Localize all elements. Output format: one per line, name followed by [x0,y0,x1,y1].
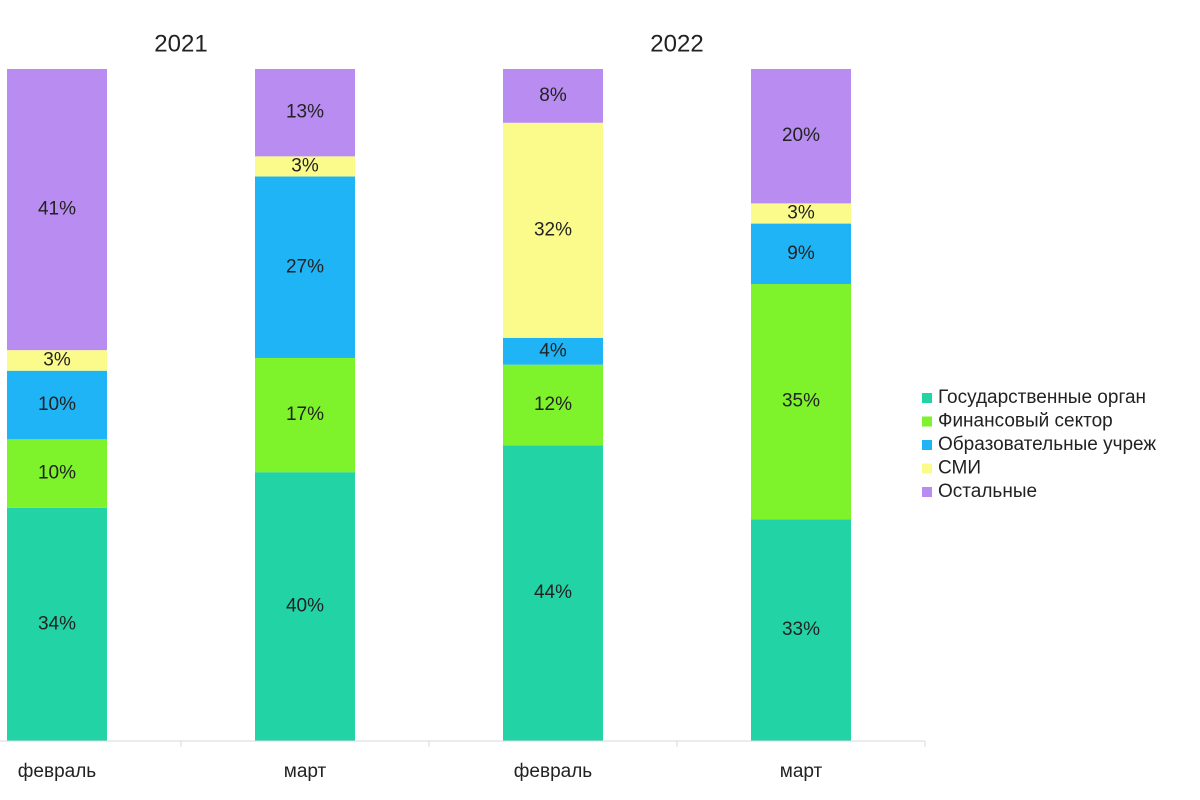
data-label: 34% [38,613,76,634]
data-label: 10% [38,463,76,484]
legend-swatch [922,440,932,450]
bar-segment [7,439,107,508]
data-label: 9% [787,243,815,264]
bar-segment [503,122,603,338]
bar-segment [7,507,107,741]
bar-segment [255,156,355,177]
bar-segment [255,176,355,358]
bar-segment [503,364,603,446]
data-label: 8% [539,85,567,106]
legend-swatch [922,487,932,497]
bar-segment [751,223,851,285]
data-label: 32% [534,219,572,240]
data-label: 35% [782,391,820,412]
data-label: 44% [534,582,572,603]
legend-label: Остальные [938,481,1037,502]
data-label: 27% [286,256,324,277]
bar-segment [503,445,603,741]
legend-label: Образовательные учреж [938,434,1156,455]
bar-segment [751,203,851,224]
data-label: 10% [38,394,76,415]
bar-segment [255,357,355,473]
data-label: 4% [539,340,567,361]
data-label: 20% [782,125,820,146]
data-label: 41% [38,199,76,220]
bar-segment [751,284,851,520]
x-tick-label: март [284,761,327,782]
x-tick-label: февраль [514,761,593,782]
data-label: 17% [286,404,324,425]
bar-segment [751,69,851,204]
bar-segment [255,472,355,741]
x-tick-label: март [780,761,823,782]
legend-swatch [922,393,932,403]
data-label: 3% [43,349,71,370]
data-label: 3% [787,202,815,223]
data-label: 12% [534,394,572,415]
legend-label: Финансовый сектор [938,411,1113,432]
group-label: 2022 [650,30,703,57]
legend-swatch [922,463,932,474]
bar-segment [255,69,355,157]
bar-segment [7,350,107,371]
legend-label: Государственные орган [938,387,1146,408]
data-label: 3% [291,155,319,176]
data-label: 40% [286,596,324,617]
bar-segment [7,69,107,351]
bar-segment [503,69,603,123]
legend-swatch [922,416,932,427]
data-label: 13% [286,102,324,123]
legend-label: СМИ [938,458,981,479]
bar-segment [503,337,603,365]
x-tick-label: февраль [18,761,97,782]
data-label: 33% [782,619,820,640]
bar-segment [751,519,851,741]
group-label: 2021 [154,30,207,57]
bar-segment [7,370,107,440]
